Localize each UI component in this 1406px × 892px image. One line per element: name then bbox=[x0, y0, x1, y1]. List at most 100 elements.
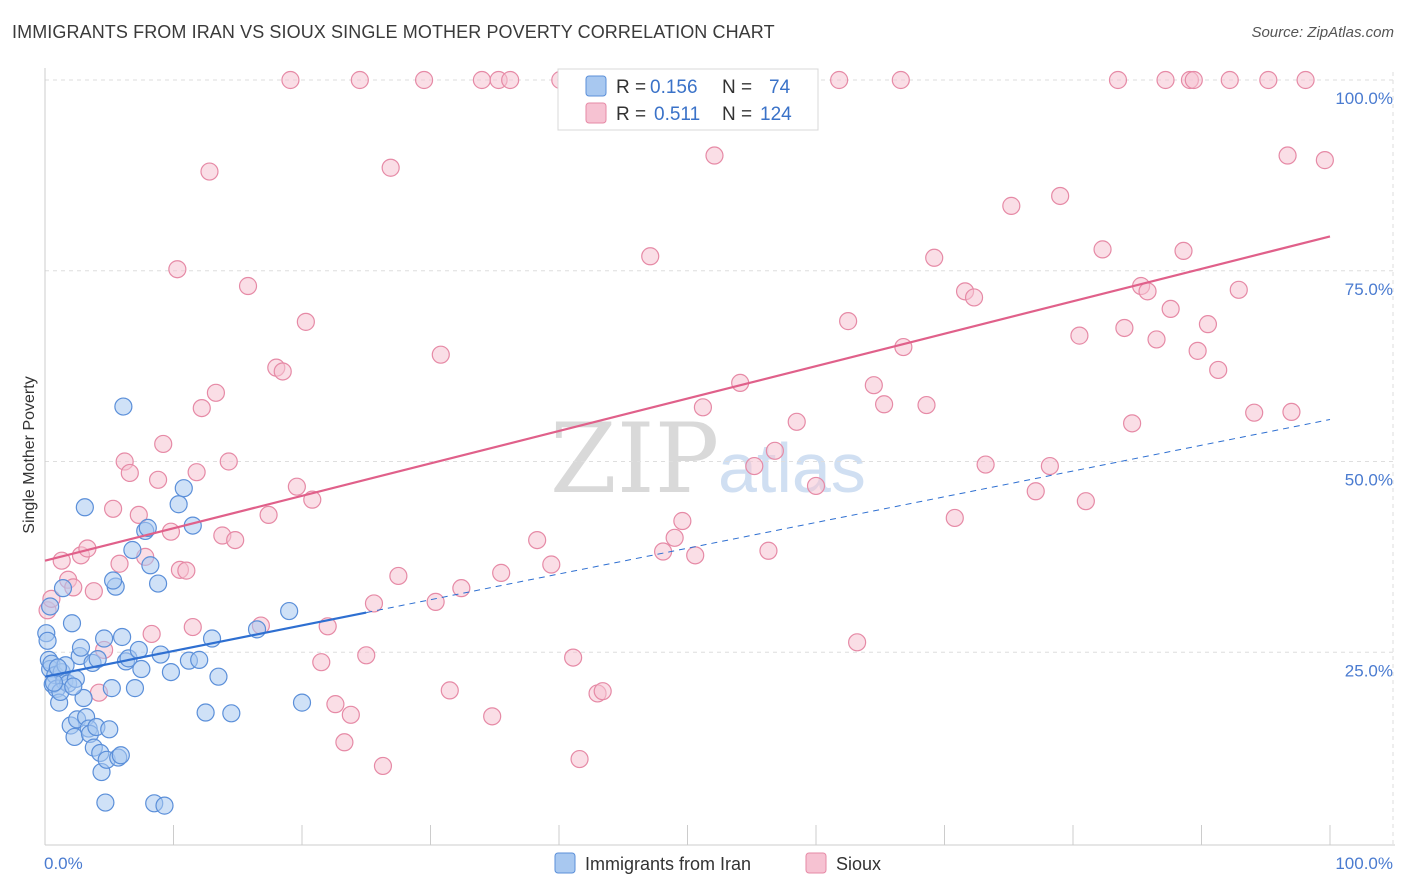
sioux-point bbox=[492, 563, 511, 582]
iran-point bbox=[104, 571, 123, 590]
sioux-point bbox=[296, 312, 315, 331]
iran-point bbox=[148, 574, 168, 593]
sioux-point bbox=[1093, 240, 1112, 259]
sioux-point bbox=[1076, 492, 1095, 511]
legend-iran-r-label: R = bbox=[616, 77, 646, 98]
iran-point bbox=[114, 397, 133, 416]
iran-point bbox=[71, 638, 91, 657]
sioux-point bbox=[964, 288, 984, 307]
iran-point bbox=[190, 650, 209, 669]
sioux-point bbox=[1282, 402, 1301, 422]
axis-layer: 25.0% 50.0% 75.0% 100.0% 0.0% 100.0% bbox=[44, 68, 1395, 873]
sioux-point bbox=[1108, 70, 1128, 90]
sioux-point bbox=[1161, 299, 1180, 318]
sioux-point bbox=[945, 508, 964, 528]
sioux-series bbox=[38, 70, 1334, 776]
sioux-point bbox=[830, 70, 849, 90]
y-tick-label: 100.0% bbox=[1335, 89, 1393, 108]
sioux-point bbox=[381, 158, 400, 177]
correlation-legend: R = 0.156 N = 74 R = 0.511 N = 124 bbox=[557, 68, 819, 131]
iran-point bbox=[132, 659, 151, 679]
sioux-point bbox=[1184, 70, 1203, 90]
sioux-point bbox=[440, 681, 459, 700]
sioux-point bbox=[765, 441, 784, 460]
y-tick-label: 50.0% bbox=[1345, 471, 1393, 490]
sioux-point bbox=[373, 756, 393, 776]
sioux-point bbox=[894, 337, 913, 357]
sioux-point bbox=[259, 505, 278, 525]
iran-series bbox=[37, 397, 312, 815]
sioux-point bbox=[641, 247, 660, 266]
sioux-point bbox=[705, 146, 724, 165]
sioux-point bbox=[281, 70, 300, 90]
iran-point bbox=[155, 796, 174, 815]
iran-point bbox=[62, 614, 82, 633]
iran-point bbox=[74, 688, 93, 708]
iran-point bbox=[48, 658, 67, 677]
iran-point bbox=[141, 556, 160, 575]
sioux-point bbox=[891, 70, 910, 90]
iran-point bbox=[280, 601, 299, 621]
sioux-point bbox=[848, 633, 867, 652]
sioux-point bbox=[1259, 70, 1278, 90]
sioux-point bbox=[501, 70, 520, 90]
iran-point bbox=[112, 627, 132, 647]
legend-iran-n-label: N = bbox=[722, 77, 752, 98]
series-legend: Immigrants from Iran Sioux bbox=[554, 852, 881, 874]
iran-point bbox=[38, 631, 57, 650]
sioux-point bbox=[759, 541, 778, 560]
sioux-point bbox=[1147, 330, 1166, 349]
bottom-legend-swatch-sioux bbox=[805, 852, 827, 874]
sioux-point bbox=[787, 412, 806, 431]
sioux-point bbox=[364, 594, 384, 613]
bottom-legend-sioux: Sioux bbox=[836, 854, 881, 874]
sioux-point bbox=[238, 276, 258, 296]
bottom-legend-swatch-iran bbox=[554, 852, 576, 874]
sioux-point bbox=[806, 476, 826, 496]
legend-iran-r-value: 0.156 bbox=[650, 77, 698, 98]
iran-point bbox=[161, 662, 181, 682]
sioux-point bbox=[335, 733, 354, 752]
sioux-point bbox=[219, 452, 238, 471]
sioux-point bbox=[1245, 403, 1264, 422]
iran-point bbox=[75, 498, 94, 517]
sioux-point bbox=[665, 528, 684, 547]
sioux-point bbox=[1209, 360, 1228, 380]
sioux-point bbox=[1138, 282, 1157, 301]
sioux-point bbox=[593, 682, 612, 701]
sioux-point bbox=[864, 376, 883, 395]
sioux-point bbox=[917, 395, 936, 415]
sioux-point bbox=[745, 456, 764, 476]
sioux-point bbox=[452, 579, 471, 598]
sioux-point bbox=[431, 345, 450, 364]
y-tick-label: 75.0% bbox=[1345, 280, 1393, 299]
sioux-point bbox=[925, 248, 944, 267]
sioux-point bbox=[226, 530, 245, 550]
chart-title: IMMIGRANTS FROM IRAN VS SIOUX SINGLE MOT… bbox=[12, 22, 775, 42]
sioux-point bbox=[287, 477, 306, 496]
iran-trend-line bbox=[44, 611, 367, 678]
iran-point bbox=[41, 597, 60, 616]
sioux-trend-line bbox=[44, 235, 1331, 562]
sioux-point bbox=[1123, 414, 1142, 433]
sioux-point bbox=[1296, 70, 1315, 90]
sioux-point bbox=[84, 582, 103, 601]
iran-point bbox=[125, 679, 145, 698]
sioux-point bbox=[1026, 482, 1045, 501]
iran-point bbox=[138, 518, 157, 537]
sioux-point bbox=[1174, 241, 1193, 261]
sioux-point bbox=[142, 624, 161, 644]
iran-point bbox=[88, 650, 107, 669]
sioux-point bbox=[1115, 318, 1134, 338]
legend-swatch-iran bbox=[585, 75, 607, 97]
source-credit: Source: ZipAtlas.com bbox=[1251, 24, 1394, 41]
legend-sioux-n-value: 124 bbox=[760, 104, 792, 125]
sioux-point bbox=[104, 499, 123, 518]
sioux-point bbox=[483, 707, 502, 726]
sioux-point bbox=[1278, 146, 1297, 165]
iran-point bbox=[96, 793, 115, 812]
iran-point bbox=[100, 720, 119, 739]
sioux-point bbox=[570, 749, 589, 769]
sioux-point bbox=[1070, 326, 1089, 345]
iran-point bbox=[95, 629, 114, 648]
